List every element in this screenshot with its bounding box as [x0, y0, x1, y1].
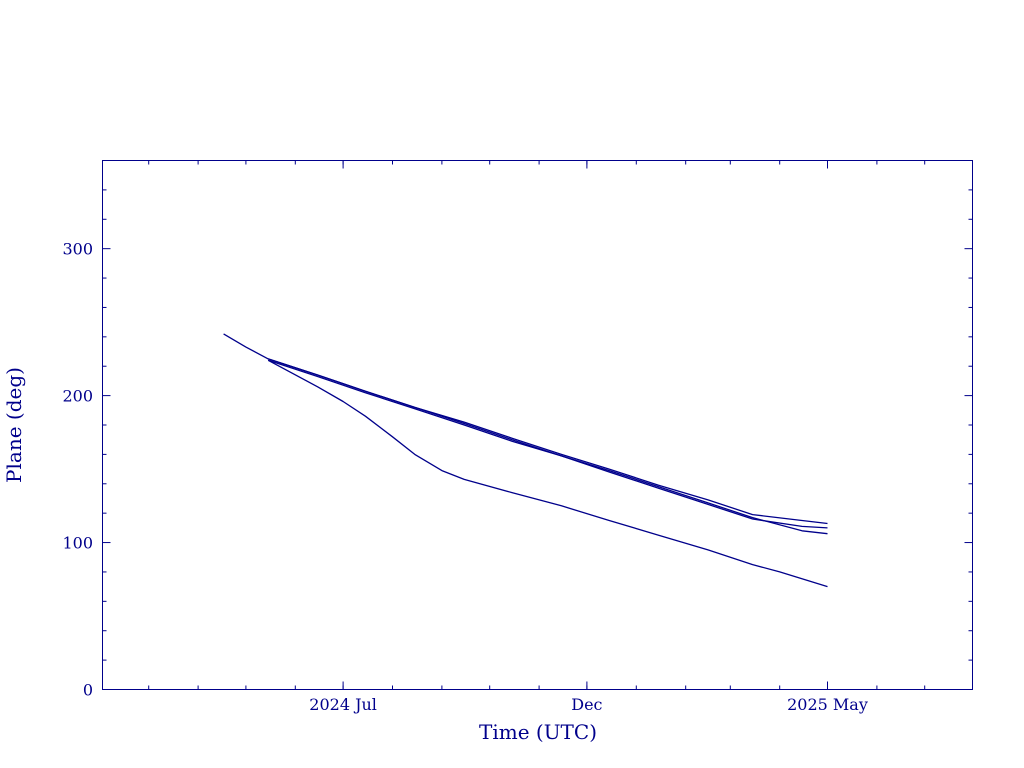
x-axis-label: Time (UTC) — [479, 720, 597, 744]
series-line-1 — [223, 333, 828, 535]
series-lines — [223, 333, 828, 588]
y-tick-label: 0 — [83, 681, 93, 700]
x-tick-label: Dec — [571, 695, 602, 714]
series-line-2 — [267, 359, 828, 529]
x-tick-labels: 2024 Jul Dec 2025 May — [309, 695, 868, 714]
y-axis-label: Plane (deg) — [2, 367, 26, 483]
series-line-3 — [267, 358, 828, 525]
y-tick-labels: 0 100 200 300 — [62, 240, 93, 700]
y-tick-label: 100 — [62, 534, 93, 553]
x-tick-label: 2024 Jul — [309, 695, 377, 714]
x-major-ticks — [342, 160, 828, 690]
plot-frame — [102, 160, 973, 690]
y-tick-label: 200 — [62, 387, 93, 406]
series-line-4 — [267, 359, 828, 588]
y-major-ticks — [102, 248, 973, 690]
minor-ticks — [102, 160, 973, 690]
x-tick-label: 2025 May — [787, 695, 868, 714]
y-tick-label: 300 — [62, 240, 93, 259]
